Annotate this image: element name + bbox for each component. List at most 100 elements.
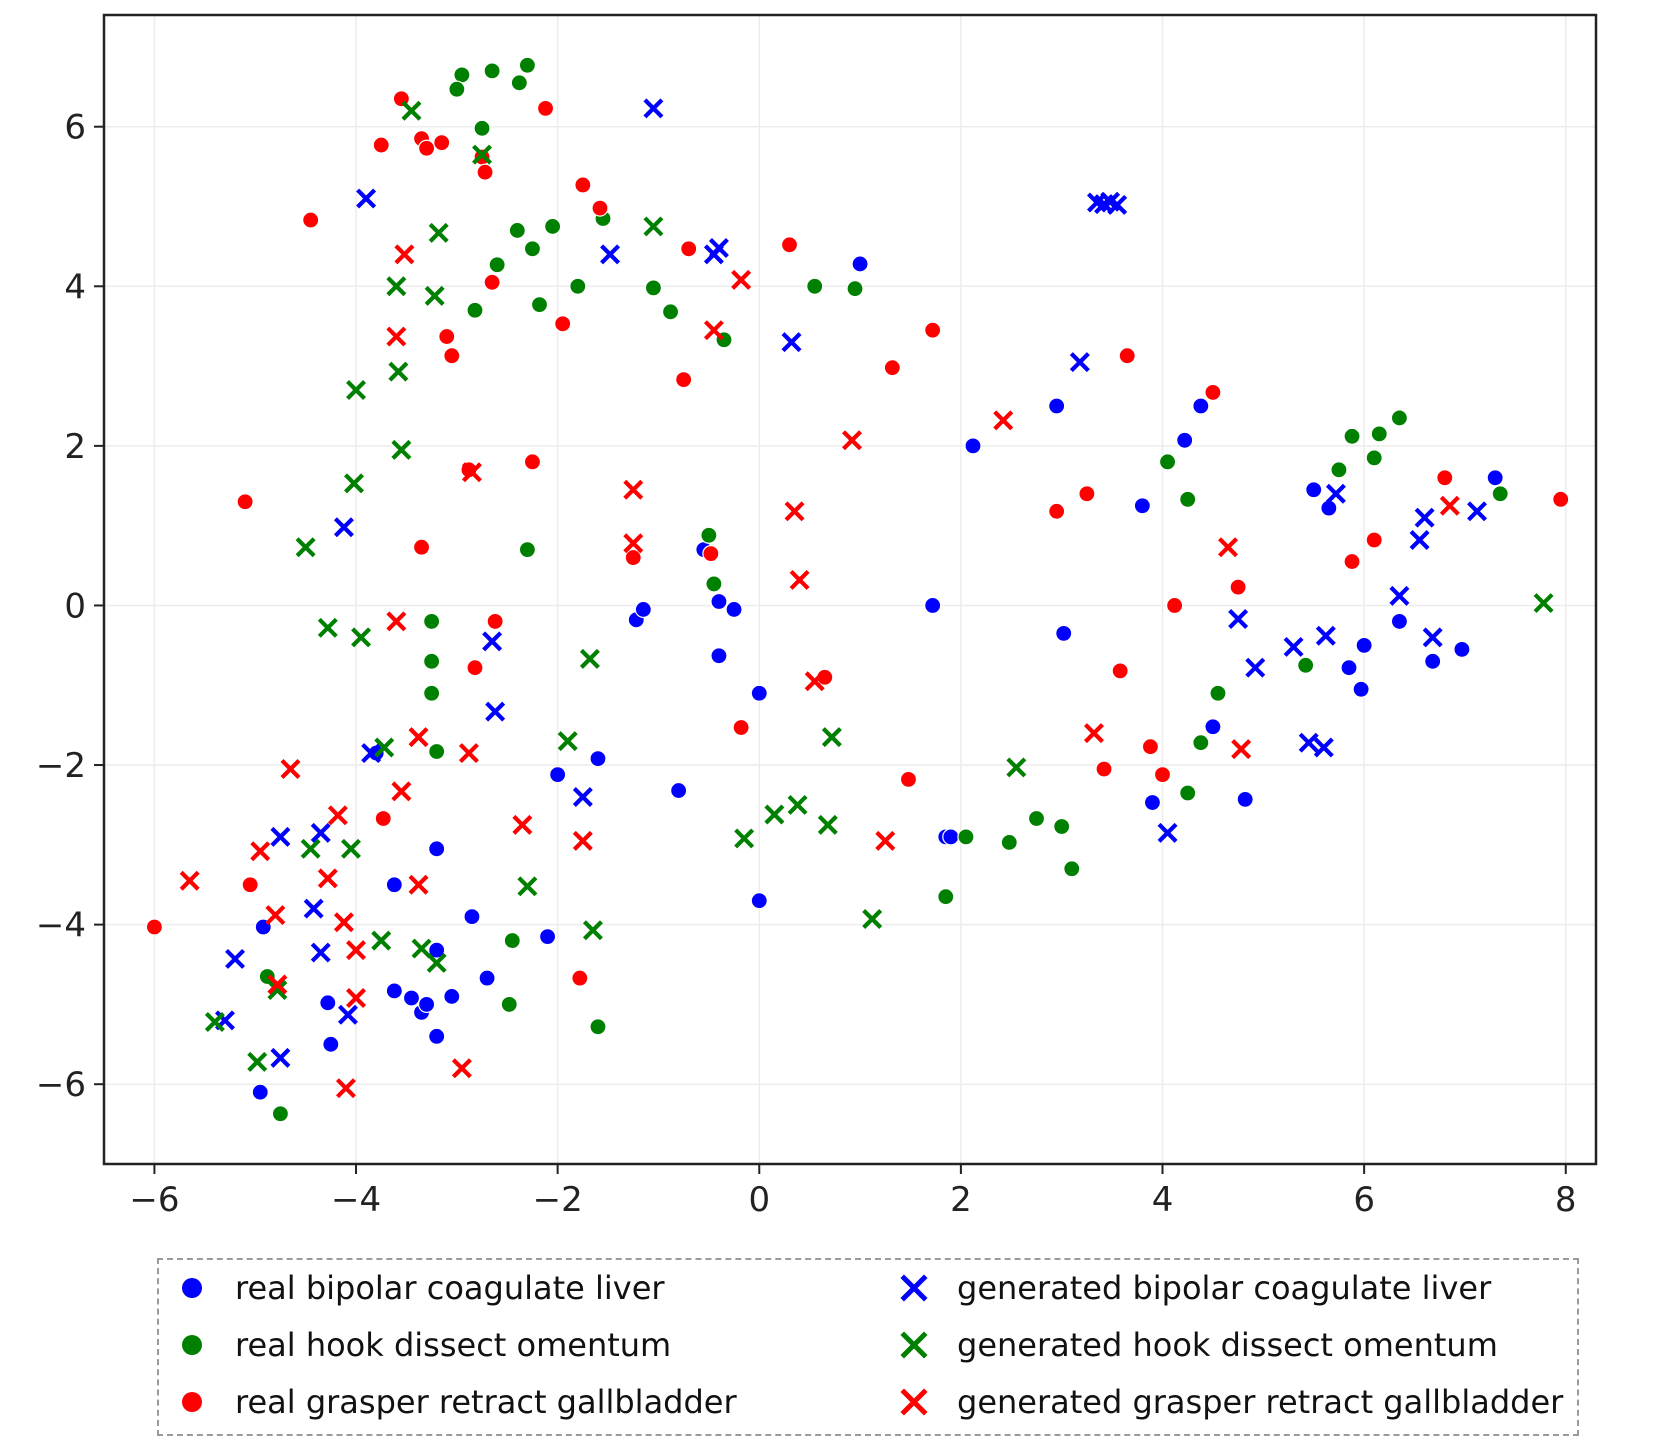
data-point	[145, 918, 164, 936]
data-point	[937, 888, 955, 906]
data-point	[1491, 485, 1509, 503]
data-point	[574, 176, 592, 194]
data-point	[391, 439, 412, 460]
data-point	[335, 1078, 356, 1099]
data-point	[705, 575, 723, 593]
data-point	[518, 56, 537, 74]
data-point	[1305, 481, 1323, 499]
data-point	[1370, 425, 1388, 443]
legend-item-real-hook: real hook dissect omentum	[177, 1325, 671, 1365]
data-point	[1083, 723, 1104, 744]
data-point	[670, 781, 688, 800]
data-point	[1340, 659, 1358, 677]
data-point	[734, 828, 755, 849]
y-tick-label: 6	[64, 108, 86, 148]
data-point	[764, 804, 785, 825]
data-point	[1365, 449, 1383, 467]
data-point	[643, 98, 664, 119]
data-point	[303, 898, 324, 919]
axis-ticks: −6 −4 −2 0 2 4 6 8 −6 −4 −2 0 2 4 6	[36, 108, 1577, 1220]
data-point	[512, 814, 533, 835]
data-point	[1153, 766, 1172, 784]
data-point	[899, 770, 918, 789]
data-points	[145, 56, 1570, 1123]
data-point	[1179, 490, 1197, 508]
data-point	[700, 526, 718, 544]
data-point	[371, 930, 392, 951]
data-point	[538, 927, 557, 946]
data-point	[346, 380, 367, 401]
data-point	[924, 321, 942, 339]
data-point	[394, 244, 415, 265]
series-generated-bipolar-coagulate-liver	[214, 98, 1488, 1068]
data-point	[702, 544, 720, 563]
data-point	[417, 995, 436, 1014]
data-point	[179, 870, 200, 891]
data-point	[271, 1105, 290, 1123]
x-tick-label: −6	[129, 1180, 179, 1220]
data-point	[483, 62, 501, 80]
data-point	[317, 617, 338, 638]
data-point	[247, 1051, 268, 1072]
y-tick-label: 2	[64, 427, 86, 467]
data-point	[1209, 684, 1227, 702]
x-tick-label: −2	[533, 1180, 583, 1220]
y-tick-label: 4	[64, 267, 86, 307]
data-point	[518, 541, 537, 559]
y-tick-label: −6	[36, 1065, 86, 1105]
data-point	[204, 1011, 225, 1032]
data-point	[1107, 194, 1128, 215]
data-point	[476, 163, 494, 181]
data-point	[428, 742, 446, 761]
data-point	[1063, 860, 1081, 878]
data-point	[883, 359, 901, 377]
legend-item-generated-bipolar: generated bipolar coagulate liver	[899, 1268, 1491, 1308]
data-point	[412, 538, 431, 556]
data-point	[1533, 593, 1554, 614]
data-point	[1389, 585, 1410, 606]
data-point	[957, 828, 975, 846]
data-point	[517, 876, 538, 897]
data-point	[1118, 347, 1136, 365]
data-point	[750, 684, 768, 702]
data-point	[846, 280, 864, 298]
data-point	[817, 814, 838, 835]
data-point	[466, 301, 484, 319]
data-point	[572, 830, 593, 851]
legend-marker-blue-x	[900, 1274, 928, 1302]
data-point	[488, 256, 506, 274]
data-point	[1414, 507, 1435, 528]
data-point	[327, 805, 348, 826]
data-point	[225, 948, 246, 969]
data-point	[1552, 490, 1570, 508]
x-tick-label: 6	[1353, 1180, 1375, 1220]
data-point	[1352, 680, 1370, 698]
data-point	[1218, 537, 1239, 558]
data-point	[1069, 352, 1090, 373]
data-point	[1365, 531, 1383, 549]
data-point	[443, 987, 461, 1006]
data-point	[993, 410, 1014, 431]
data-point	[1355, 636, 1373, 654]
data-point	[478, 969, 496, 987]
data-point	[322, 1035, 340, 1053]
data-point	[333, 517, 354, 538]
data-point	[589, 750, 607, 768]
data-point	[1111, 662, 1129, 680]
legend-label: generated hook dissect omentum	[957, 1326, 1498, 1364]
data-point	[1204, 718, 1222, 736]
data-point	[503, 931, 521, 950]
data-point	[448, 80, 466, 98]
data-point	[1343, 552, 1361, 571]
data-point	[1229, 578, 1247, 596]
data-point	[842, 430, 863, 451]
legend-item-generated-hook: generated hook dissect omentum	[899, 1325, 1498, 1365]
data-point	[1467, 501, 1488, 522]
data-point	[1133, 497, 1151, 515]
data-point	[461, 462, 482, 483]
data-point	[443, 347, 461, 365]
data-point	[386, 326, 407, 347]
data-point	[466, 659, 484, 677]
legend: real bipolar coagulate liver real hook d…	[157, 1258, 1579, 1436]
